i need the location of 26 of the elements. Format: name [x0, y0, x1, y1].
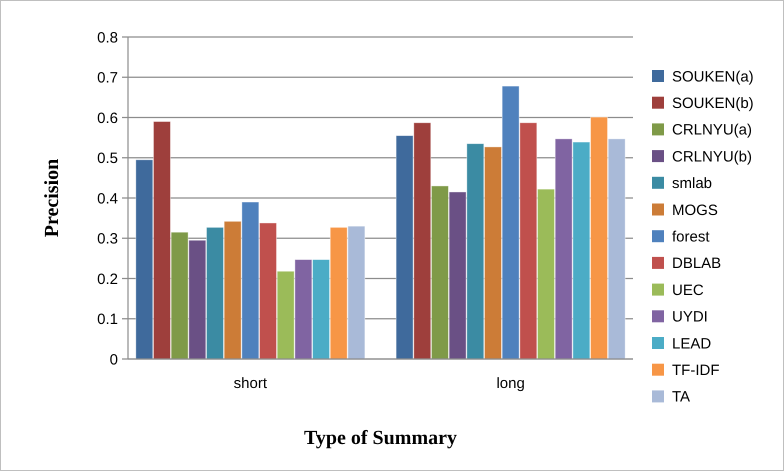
legend-label: MOGS [672, 202, 718, 219]
x-tick-label: long [496, 375, 525, 392]
legend-label: SOUKEN(a) [672, 68, 754, 86]
legend-label: LEAD [672, 335, 712, 352]
y-tick-label: 0 [110, 351, 118, 368]
legend-label: forest [672, 228, 710, 246]
y-tick-label: 0.7 [97, 70, 118, 86]
legend-label: CRLNYU(b) [672, 148, 752, 166]
x-axis-title: Type of Summary [304, 427, 457, 449]
legend-label: UEC [672, 282, 704, 299]
legend-label: DBLAB [672, 255, 722, 272]
legend-label: smlab [672, 175, 712, 192]
y-axis-title: Precision [41, 158, 63, 238]
legend-label: SOUKEN(b) [672, 94, 754, 112]
y-tick-label: 0.4 [97, 190, 118, 208]
y-tick-label: 0.2 [97, 270, 118, 288]
legend-label: TF-IDF [672, 362, 720, 379]
legend-label: TA [672, 388, 690, 406]
x-tick-label: short [234, 375, 268, 392]
y-tick-label: 0.1 [97, 311, 118, 328]
legend-label: CRLNYU(a) [672, 122, 752, 139]
y-tick-label: 0.3 [97, 230, 118, 248]
legend-label: UYDI [672, 308, 708, 326]
y-tick-label: 0.5 [97, 150, 118, 167]
y-tick-label: 0.6 [97, 110, 118, 127]
y-tick-label: 0.8 [97, 29, 118, 46]
